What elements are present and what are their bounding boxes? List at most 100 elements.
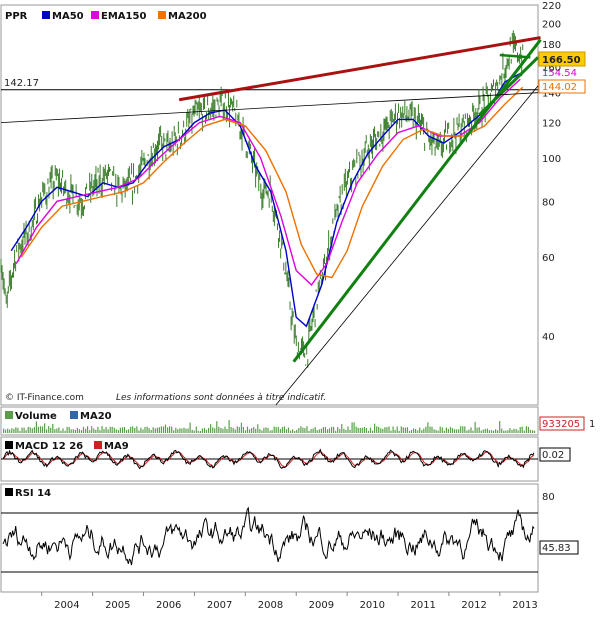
volume-bar xyxy=(128,429,130,433)
macd-tag: 0.02 xyxy=(542,450,564,461)
volume-bar xyxy=(341,424,343,433)
volume-bar xyxy=(495,429,497,433)
volume-bar xyxy=(349,429,351,433)
volume-bar xyxy=(214,428,216,433)
volume-bar xyxy=(488,430,490,433)
volume-bar xyxy=(478,427,480,433)
volume-bar xyxy=(347,426,349,433)
volume-bar xyxy=(177,429,179,433)
volume-bar xyxy=(205,429,208,433)
volume-bar xyxy=(351,422,353,433)
volume-bar xyxy=(201,428,203,433)
volume-bar xyxy=(134,427,136,433)
volume-bar xyxy=(281,427,283,433)
volume-bar xyxy=(117,430,119,433)
volume-bar xyxy=(185,428,187,433)
ma-line-ma50 xyxy=(10,72,521,328)
macd-tag-box xyxy=(539,447,571,462)
volume-bar xyxy=(132,426,134,433)
volume-bar xyxy=(236,426,238,433)
volume-bar xyxy=(320,428,322,433)
volume-bar xyxy=(513,428,515,433)
volume-bar xyxy=(343,428,345,433)
volume-bar xyxy=(160,426,162,433)
volume-bar xyxy=(402,427,404,433)
volume-bar xyxy=(23,427,25,433)
rsi-path xyxy=(2,506,535,566)
volume-bar xyxy=(249,429,251,433)
volume-bar xyxy=(257,424,259,433)
volume-bar xyxy=(111,426,113,433)
volume-bar xyxy=(314,427,316,433)
volume-bar xyxy=(331,426,333,433)
volume-bar xyxy=(460,426,462,433)
volume-bar xyxy=(35,421,37,433)
volume-bar xyxy=(41,426,44,433)
x-tick-label: 2009 xyxy=(309,600,334,611)
volume-bar xyxy=(173,430,175,433)
legend-rsi-swatch xyxy=(5,488,13,496)
legend-ma9: MA9 xyxy=(104,441,129,452)
volume-bar xyxy=(218,426,220,433)
volume-tag: 933205 xyxy=(542,419,580,430)
macd-signal-line xyxy=(2,451,535,468)
volume-bar xyxy=(17,427,19,433)
volume-bar xyxy=(456,429,458,433)
volume-bar xyxy=(146,426,148,433)
rsi-line xyxy=(2,506,535,566)
volume-bar xyxy=(484,428,486,433)
volume-bar xyxy=(521,426,523,433)
price-tick-label: 120 xyxy=(542,119,561,130)
volume-bar xyxy=(193,430,195,433)
volume-bar xyxy=(242,426,244,433)
price-legend: PPR MA50 EMA150 MA200 xyxy=(5,11,207,22)
volume-bar xyxy=(277,427,279,433)
macd-lines xyxy=(2,448,535,470)
volume-bar xyxy=(265,427,267,433)
volume-bar xyxy=(431,426,433,433)
legend-macd-swatch xyxy=(5,441,13,449)
price-axis: 40 60 80 100 120 140 160 180 200 220 xyxy=(542,1,561,343)
volume-bar xyxy=(304,428,306,433)
ma200-tag-box xyxy=(538,79,586,94)
disclaimer: Les informations sont données à titre in… xyxy=(116,392,326,403)
volume-bar xyxy=(275,427,277,433)
volume-bar xyxy=(271,430,273,433)
volume-bar xyxy=(527,426,529,433)
legend-ma200-swatch xyxy=(158,11,166,19)
volume-bar xyxy=(480,430,482,433)
volume-bar xyxy=(529,429,531,433)
volume-bar xyxy=(507,430,509,433)
volume-bar xyxy=(109,426,111,433)
volume-bar xyxy=(183,427,185,433)
volume-bar xyxy=(294,431,296,433)
volume-bar xyxy=(499,421,501,433)
legend-ma20: MA20 xyxy=(80,411,112,422)
volume-bar xyxy=(58,427,60,433)
volume-bar xyxy=(228,420,230,433)
rsi-tag: 45.83 xyxy=(542,543,571,554)
volume-bar xyxy=(413,428,415,433)
legend-volume: Volume xyxy=(15,411,57,422)
volume-bar xyxy=(175,427,177,433)
volume-bar xyxy=(148,428,150,433)
volume-bar xyxy=(355,426,357,433)
volume-bar xyxy=(78,429,80,433)
price-tick-label: 100 xyxy=(542,154,561,165)
x-tick-label: 2012 xyxy=(461,600,486,611)
volume-bar xyxy=(454,429,456,433)
legend-ema150: EMA150 xyxy=(101,11,146,22)
volume-bar xyxy=(451,428,454,433)
ma-line-ma200 xyxy=(20,86,524,279)
volume-bar xyxy=(169,426,171,433)
legend-ma50-swatch xyxy=(42,11,50,19)
volume-bar xyxy=(46,429,48,433)
volume-bar xyxy=(19,430,21,433)
volume-bar xyxy=(119,427,121,433)
volume-bar xyxy=(505,430,507,433)
volume-bar xyxy=(197,430,199,433)
volume-bar xyxy=(316,430,318,433)
volume-bar xyxy=(406,427,408,433)
volume-bar xyxy=(203,428,206,433)
volume-bar xyxy=(240,422,242,433)
